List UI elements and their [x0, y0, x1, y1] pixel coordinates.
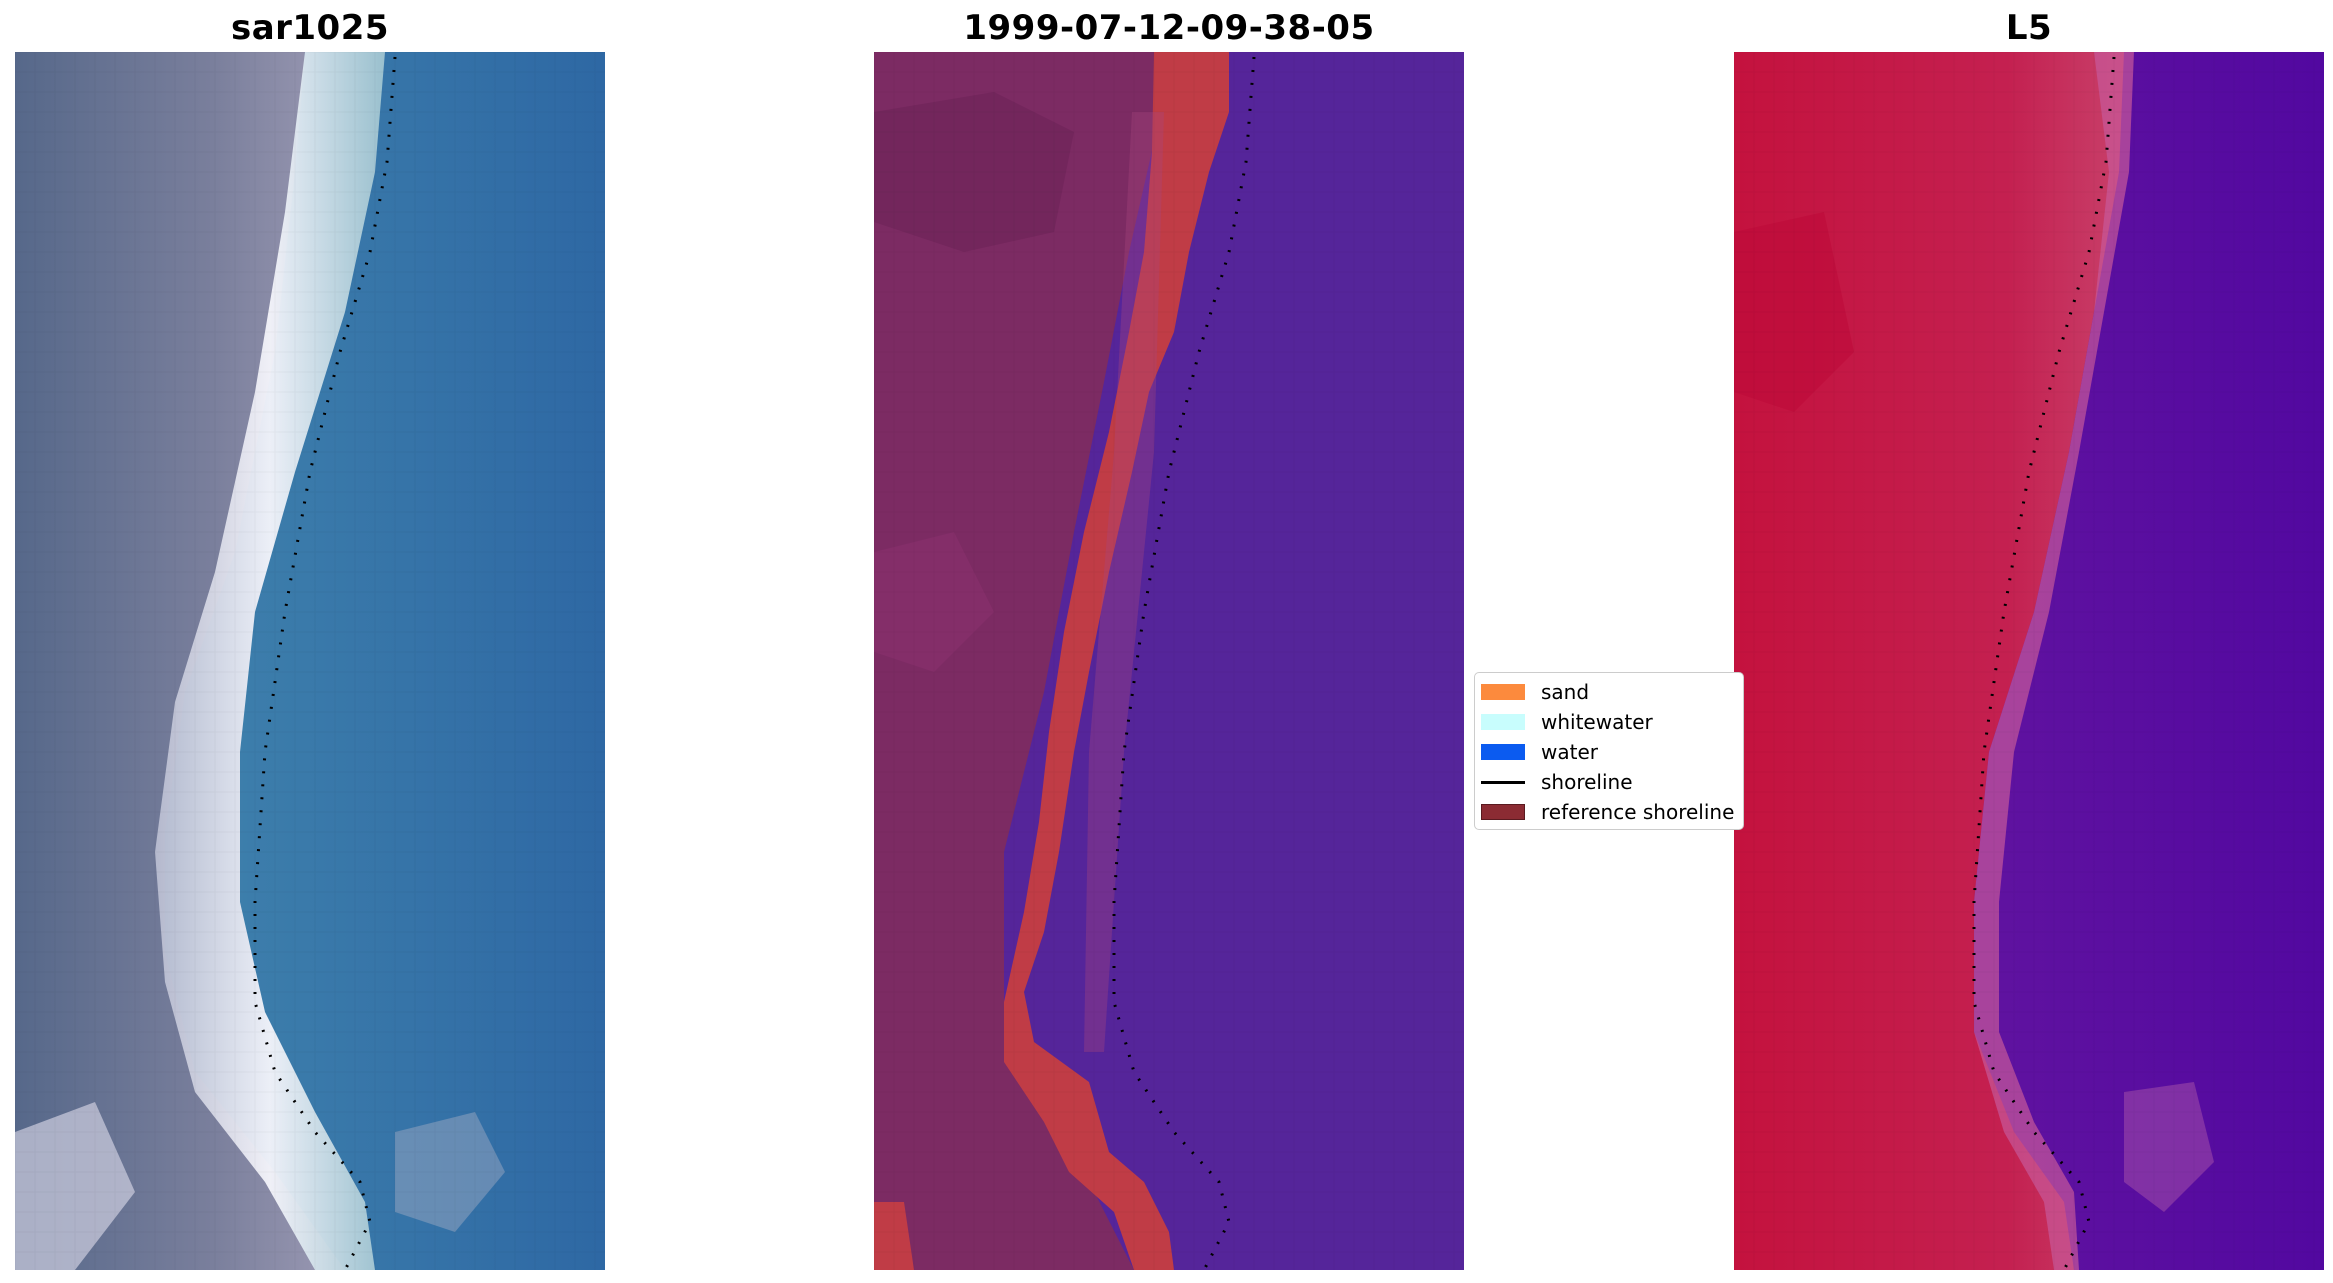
panel-title-classification: 1999-07-12-09-38-05 — [963, 8, 1375, 48]
panel-title-index: L5 — [2005, 8, 2053, 48]
legend-item-water: water — [1481, 739, 1598, 765]
legend-item-sand: sand — [1481, 679, 1589, 705]
rgb-image-panel — [15, 52, 605, 1270]
legend-label-shoreline: shoreline — [1541, 770, 1633, 794]
index-panel — [1734, 52, 2324, 1270]
panel-title-rgb: sar1025 — [230, 8, 390, 48]
legend-label-reference-shoreline: reference shoreline — [1541, 800, 1735, 824]
classification-image — [874, 52, 1464, 1270]
legend-label-whitewater: whitewater — [1541, 710, 1653, 734]
whitewater-swatch — [1481, 714, 1525, 730]
index-image — [1734, 52, 2324, 1270]
legend-label-water: water — [1541, 740, 1598, 764]
legend-item-reference-shoreline: reference shoreline — [1481, 799, 1734, 825]
legend-label-sand: sand — [1541, 680, 1590, 704]
sand-swatch — [1481, 684, 1525, 700]
shoreline-line-swatch — [1481, 780, 1525, 784]
water-swatch — [1481, 744, 1525, 760]
rgb-image — [15, 52, 605, 1270]
legend-item-shoreline: shoreline — [1481, 769, 1633, 795]
legend-item-whitewater: whitewater — [1481, 709, 1653, 735]
legend: sand whitewater water shoreline referenc… — [1474, 672, 1744, 830]
classification-panel — [874, 52, 1464, 1270]
reference-shoreline-swatch — [1481, 804, 1525, 820]
